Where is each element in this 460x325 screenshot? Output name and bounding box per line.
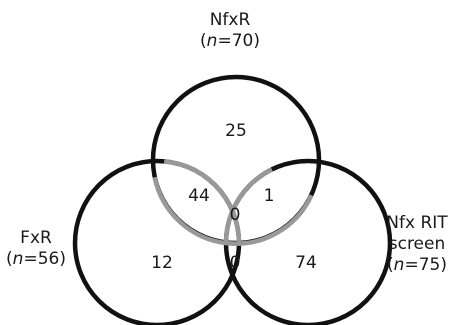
set-label-rit: Nfx RIT screen (n=75) <box>374 213 460 276</box>
set-label-nfxr: NfxR (n=70) <box>180 10 280 52</box>
set-name-rit-line2: screen <box>388 234 446 254</box>
circle-outlines <box>72 74 393 325</box>
count-nfxr-rit: 1 <box>264 186 275 206</box>
set-name-fxr: FxR <box>20 228 52 248</box>
set-count-var: n <box>393 255 405 275</box>
set-count-value: 75 <box>418 255 441 275</box>
arc-rit-inner <box>223 167 273 244</box>
count-all-three: 0 <box>230 205 241 225</box>
set-name-nfxr: NfxR <box>209 10 251 30</box>
count-nfxr-fxr: 44 <box>188 186 210 206</box>
set-count-var: n <box>12 249 24 269</box>
set-count-rit: (n=75) <box>387 255 447 275</box>
set-count-value: 70 <box>231 31 254 51</box>
arc-nfxr-bottom <box>152 176 314 246</box>
count-rit-only: 74 <box>295 253 317 273</box>
set-count-var: n <box>206 31 218 51</box>
count-nfxr-only: 25 <box>225 121 247 141</box>
set-count-nfxr: (n=70) <box>200 31 260 51</box>
set-label-fxr: FxR (n=56) <box>0 228 72 270</box>
count-fxr-rit: 0 <box>230 253 241 273</box>
set-count-fxr: (n=56) <box>6 249 66 269</box>
overlap-arcs <box>152 159 314 246</box>
arc-fxr-inner <box>163 159 242 244</box>
set-name-rit-line1: Nfx RIT <box>386 213 448 233</box>
count-fxr-only: 12 <box>151 253 173 273</box>
region-counts: 25 12 74 44 1 0 0 <box>151 121 317 273</box>
set-count-value: 56 <box>37 249 60 269</box>
